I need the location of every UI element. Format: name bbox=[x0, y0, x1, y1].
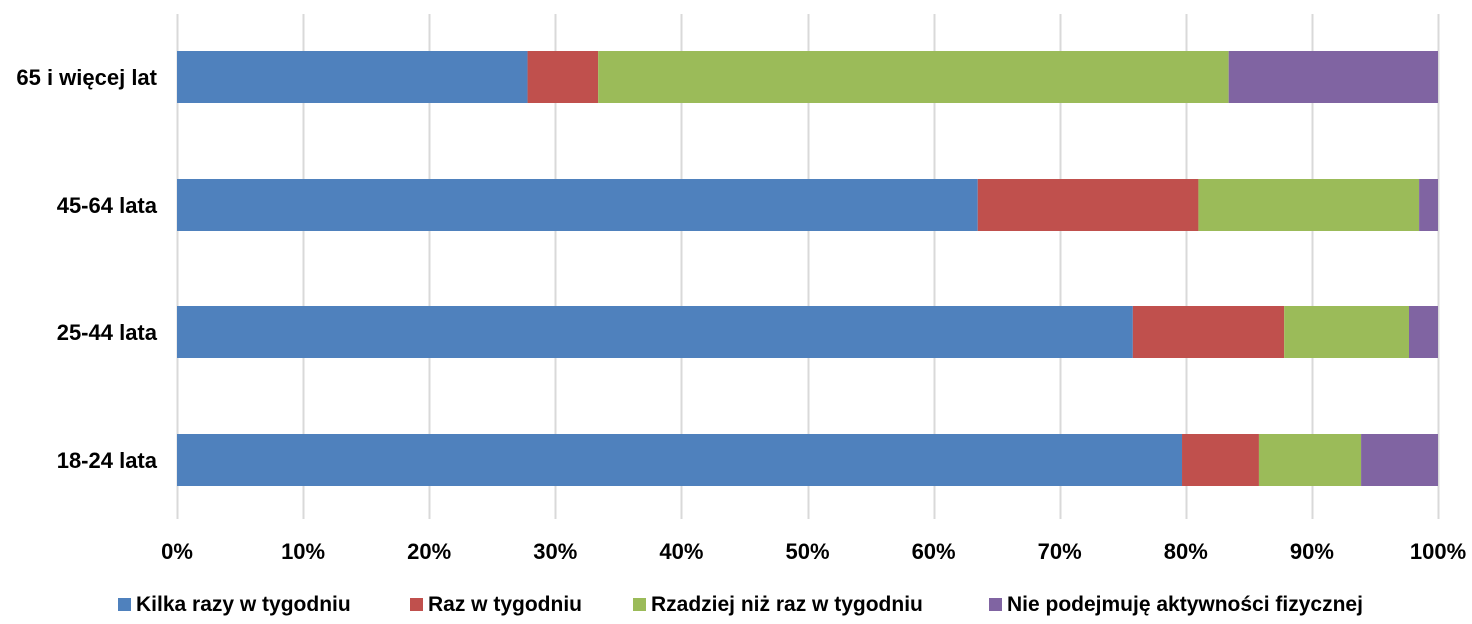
x-tick-label: 30% bbox=[533, 539, 577, 564]
x-tick-label: 40% bbox=[659, 539, 703, 564]
legend-item: Nie podejmuję aktywności fizycznej bbox=[989, 593, 1363, 616]
x-tick-label: 70% bbox=[1038, 539, 1082, 564]
legend-swatch bbox=[989, 598, 1002, 611]
bar-segment bbox=[1409, 306, 1438, 358]
category-label: 45-64 lata bbox=[57, 193, 158, 218]
legend: Kilka razy w tygodniu Raz w tygodniu Rzadz… bbox=[118, 593, 1363, 616]
bar-segment bbox=[1182, 434, 1259, 486]
bar-segment bbox=[177, 434, 1183, 486]
x-tick-label: 20% bbox=[407, 539, 451, 564]
bars bbox=[177, 51, 1438, 486]
bar-segment bbox=[598, 51, 1229, 103]
x-tick-label: 50% bbox=[785, 539, 829, 564]
legend-swatch bbox=[118, 598, 131, 611]
legend-item: Rzadziej niż raz w tygodniu bbox=[633, 593, 923, 616]
bar-segment bbox=[977, 179, 1199, 231]
bar-segment bbox=[1198, 179, 1420, 231]
legend-item: Kilka razy w tygodniu bbox=[118, 593, 351, 616]
bar-segment bbox=[1361, 434, 1438, 486]
category-label: 65 i więcej lat bbox=[16, 65, 157, 90]
legend-swatch bbox=[633, 598, 646, 611]
x-tick-label: 100% bbox=[1410, 539, 1466, 564]
x-tick-label: 10% bbox=[281, 539, 325, 564]
bar-segment bbox=[177, 179, 978, 231]
bar-segment bbox=[1419, 179, 1438, 231]
bar-segment bbox=[177, 306, 1133, 358]
category-labels: 65 i więcej lat 45-64 lata 25-44 lata 18-24… bbox=[16, 65, 157, 473]
legend-item: Raz w tygodniu bbox=[410, 593, 582, 616]
category-label: 18-24 lata bbox=[57, 448, 158, 473]
bar-segment bbox=[1284, 306, 1409, 358]
legend-swatch bbox=[410, 598, 423, 611]
legend-label: Raz w tygodniu bbox=[428, 593, 582, 616]
legend-label: Kilka razy w tygodniu bbox=[136, 593, 351, 616]
legend-label: Nie podejmuję aktywności fizycznej bbox=[1007, 593, 1363, 616]
x-axis-tick-labels: 0% 10% 20% 30% 40% 50% 60% 70% 80% 90% 100% bbox=[161, 539, 1466, 564]
x-tick-label: 90% bbox=[1290, 539, 1334, 564]
bar-segment bbox=[177, 51, 528, 103]
legend-label: Rzadziej niż raz w tygodniu bbox=[651, 593, 923, 616]
x-tick-label: 60% bbox=[912, 539, 956, 564]
x-tick-label: 80% bbox=[1164, 539, 1208, 564]
bar-segment bbox=[1228, 51, 1438, 103]
category-label: 25-44 lata bbox=[57, 320, 158, 345]
bar-segment bbox=[1258, 434, 1362, 486]
bar-segment bbox=[527, 51, 599, 103]
bar-segment bbox=[1132, 306, 1285, 358]
x-tick-label: 0% bbox=[161, 539, 193, 564]
